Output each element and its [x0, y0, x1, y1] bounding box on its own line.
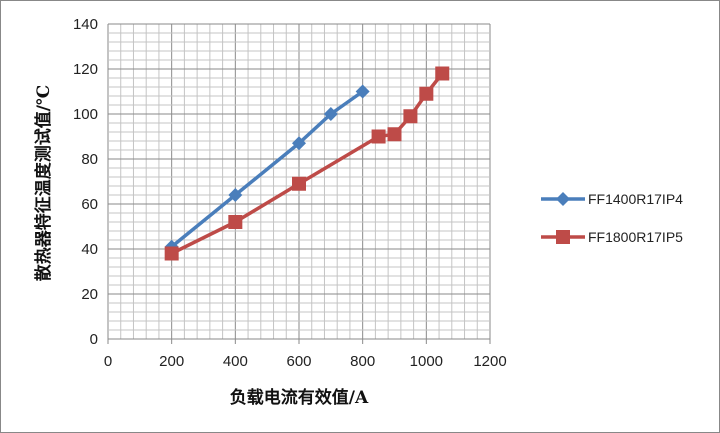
data-point: [292, 136, 306, 151]
series: [164, 66, 450, 261]
legend-label: FF1400R17IP4: [588, 191, 683, 207]
x-axis-label: 负载电流有效值/A: [230, 387, 369, 408]
data-point: [228, 215, 243, 229]
x-tick-label: 200: [159, 353, 184, 370]
y-tick-label: 0: [90, 331, 98, 348]
y-tick-label: 40: [81, 241, 98, 258]
y-tick-label: 80: [81, 151, 98, 168]
data-point: [323, 107, 338, 121]
data-point: [435, 66, 450, 81]
series-line-2: [170, 72, 444, 256]
ticks: 0 200 400 600 800 1000 1200 0 20 40 60 80 100 120 140: [73, 16, 507, 370]
data-point: [387, 127, 402, 142]
y-tick-label: 120: [73, 61, 98, 78]
data-point: [371, 129, 386, 144]
y-tick-label: 100: [73, 106, 98, 123]
x-tick-label: 1000: [410, 353, 443, 370]
legend: FF1400R17IP4 FF1800R17IP5: [541, 191, 683, 245]
x-tick-label: 1200: [473, 353, 506, 370]
data-point: [228, 188, 243, 202]
y-axis-label: 散热器特征温度测试值/℃: [33, 85, 54, 282]
data-point: [292, 176, 306, 191]
data-point: [403, 109, 418, 124]
y-tick-label: 20: [81, 286, 98, 303]
x-tick-label: 0: [104, 353, 112, 370]
y-tick-label: 140: [73, 16, 98, 33]
data-point: [419, 86, 434, 101]
x-tick-label: 800: [350, 353, 375, 370]
data-point: [355, 84, 370, 99]
x-tick-label: 400: [223, 353, 248, 370]
x-tick-label: 600: [286, 353, 311, 370]
grid: [107, 23, 491, 344]
y-tick-label: 60: [81, 196, 98, 213]
data-point: [164, 246, 179, 261]
legend-marker: [556, 230, 570, 244]
legend-marker: [556, 192, 570, 206]
legend-label: FF1800R17IP5: [588, 229, 683, 245]
